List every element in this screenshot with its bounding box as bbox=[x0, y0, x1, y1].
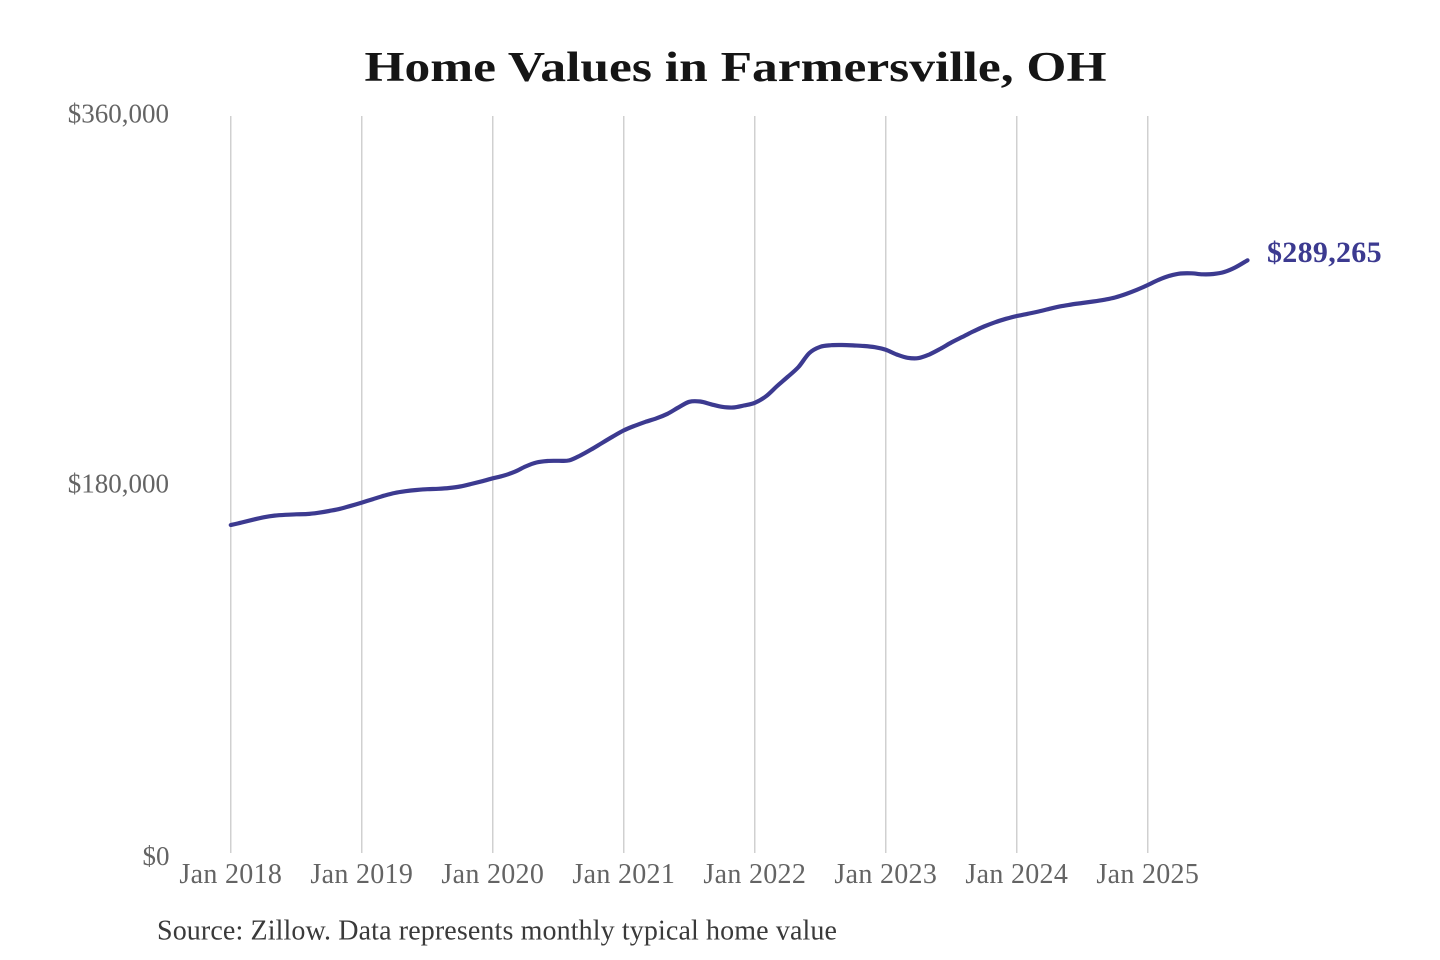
svg-text:Jan 2024: Jan 2024 bbox=[965, 859, 1068, 890]
svg-text:Jan 2021: Jan 2021 bbox=[572, 859, 675, 890]
svg-text:$360,000: $360,000 bbox=[68, 99, 169, 129]
svg-text:$289,265: $289,265 bbox=[1267, 236, 1382, 269]
svg-text:Source: Zillow. Data represent: Source: Zillow. Data represents monthly … bbox=[157, 916, 837, 947]
svg-text:Jan 2020: Jan 2020 bbox=[441, 859, 544, 890]
svg-text:Jan 2023: Jan 2023 bbox=[834, 859, 937, 890]
svg-text:$180,000: $180,000 bbox=[68, 469, 169, 499]
svg-text:Jan 2025: Jan 2025 bbox=[1096, 859, 1199, 890]
svg-text:$0: $0 bbox=[143, 841, 170, 871]
svg-text:Jan 2019: Jan 2019 bbox=[310, 859, 413, 890]
svg-text:Jan 2022: Jan 2022 bbox=[703, 859, 806, 890]
svg-text:Jan 2018: Jan 2018 bbox=[179, 859, 282, 890]
svg-text:Home Values in Farmersville, O: Home Values in Farmersville, OH bbox=[365, 45, 1107, 91]
